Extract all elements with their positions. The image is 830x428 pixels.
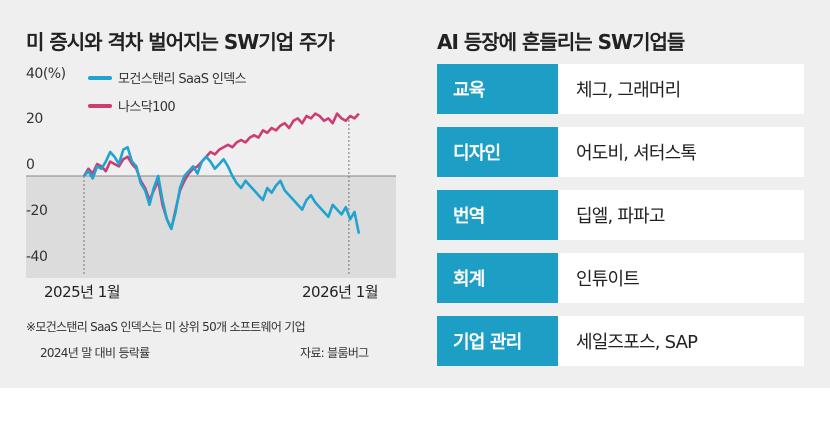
legend-swatch-saas [88, 75, 112, 80]
companies-value: 체그, 그래머리 [558, 64, 804, 114]
x-tick-label: 2025년 1월 [44, 283, 121, 301]
legend-label-nasdaq: 나스닥100 [118, 100, 176, 115]
y-tick-label: 0 [26, 157, 35, 173]
companies-value: 어도비, 셔터스톡 [558, 127, 804, 177]
table-row: 번역 딥엘, 파파고 [437, 190, 804, 240]
series-line-saas [83, 145, 361, 234]
line-chart [26, 112, 396, 278]
companies-value: 세일즈포스, SAP [558, 316, 804, 366]
category-label: 기업 관리 [437, 316, 558, 366]
table-row: 기업 관리 세일즈포스, SAP [437, 316, 804, 366]
legend-label-saas: 모건스탠리 SaaS 인덱스 [118, 72, 247, 87]
category-label: 교육 [437, 64, 558, 114]
y-tick-label: -40 [26, 249, 48, 265]
companies-value: 딥엘, 파파고 [558, 190, 804, 240]
y-tick-label: 40(%) [26, 66, 66, 82]
footnote-line1: ※모건스탠리 SaaS 인덱스는 미 상위 50개 소프트웨어 기업 [26, 320, 306, 334]
source-label: 자료: 블룸버그 [300, 346, 369, 360]
category-label: 번역 [437, 190, 558, 240]
companies-value: 인튜이트 [558, 253, 804, 303]
footnote-line2: 2024년 말 대비 등락률 [40, 346, 150, 360]
table-row: 회계 인튜이트 [437, 253, 804, 303]
category-label: 회계 [437, 253, 558, 303]
series-line-nasdaq [82, 112, 360, 231]
y-tick-label: -20 [26, 203, 48, 219]
left-chart-title: 미 증시와 격차 벌어지는 SW기업 주가 [26, 30, 335, 54]
negative-zone-fill [26, 176, 396, 278]
table-row: 디자인 어도비, 셔터스톡 [437, 127, 804, 177]
x-tick-label: 2026년 1월 [302, 283, 379, 301]
legend-swatch-nasdaq [88, 103, 112, 108]
right-table-title: AI 등장에 흔들리는 SW기업들 [437, 30, 685, 54]
y-tick-label: 20 [26, 111, 43, 127]
series-group [82, 112, 361, 234]
legend-item-nasdaq: 나스닥100 [88, 96, 176, 115]
legend-item-saas: 모건스탠리 SaaS 인덱스 [88, 68, 247, 87]
table-row: 교육 체그, 그래머리 [437, 64, 804, 114]
category-label: 디자인 [437, 127, 558, 177]
